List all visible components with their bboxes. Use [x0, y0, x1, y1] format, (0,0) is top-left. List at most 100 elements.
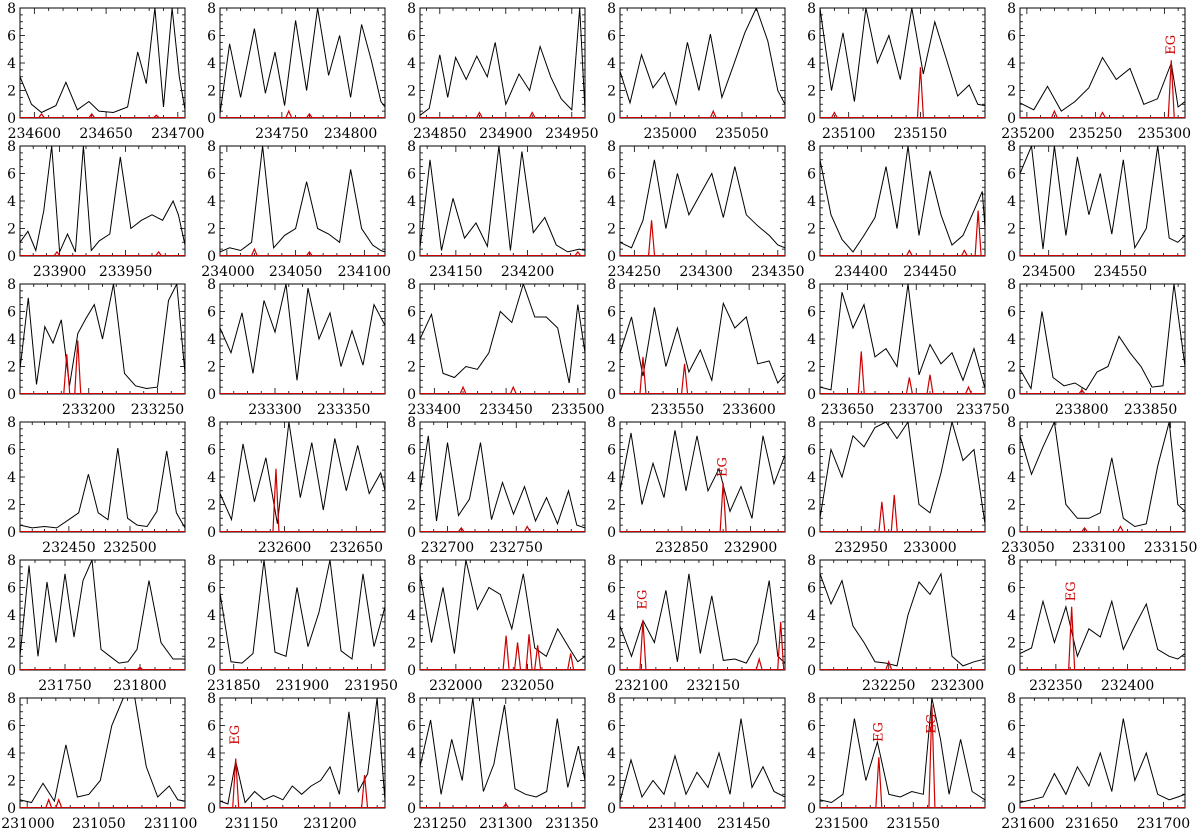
spectrum-panel: 0 2 4 6 8 231400 231450	[600, 690, 800, 832]
panel-svg: 0 2 4 6 8 233900 233950	[7, 139, 186, 280]
y-tick-label: 0	[607, 663, 616, 679]
plot-area	[20, 698, 185, 808]
x-tick-label: 232950	[835, 540, 888, 556]
y-tick-label: 4	[7, 746, 16, 762]
y-tick-label: 2	[7, 360, 16, 376]
plot-area	[220, 284, 385, 394]
y-tick-label: 0	[807, 249, 816, 265]
y-tick-label: 6	[607, 581, 616, 597]
plot-frame	[1019, 7, 1186, 119]
spectrum-panel: 0 2 4 6 8 234500 234550	[1000, 138, 1200, 280]
y-tick-label: 4	[1007, 746, 1016, 762]
x-tick-label: 232350	[1029, 678, 1082, 694]
model-peak	[964, 385, 973, 394]
x-tick-label: 233450	[479, 402, 532, 418]
y-tick-label: 0	[807, 525, 816, 541]
plot-area	[820, 146, 985, 256]
plot-frame	[1019, 697, 1186, 809]
x-tick-label: 231450	[717, 816, 770, 832]
x-tick-label: 232650	[330, 540, 383, 556]
spectrum-panel: 0 2 4 6 8 231000 231050 231100	[0, 690, 200, 832]
observed-spectrum-line	[420, 146, 585, 253]
plot-area	[1020, 146, 1185, 256]
model-peak	[647, 220, 656, 256]
y-tick-label: 4	[207, 470, 216, 486]
y-tick-label: 4	[1007, 56, 1016, 72]
observed-spectrum-line	[220, 146, 385, 253]
y-tick-label: 6	[607, 443, 616, 459]
y-tick-label: 8	[7, 691, 16, 707]
y-tick-label: 6	[7, 305, 16, 321]
y-tick-label: 4	[407, 332, 416, 348]
model-peak	[1078, 388, 1086, 394]
model-peak	[502, 635, 510, 670]
x-tick-label: 233350	[317, 402, 370, 418]
x-tick-label: 233950	[99, 264, 152, 280]
y-tick-label: 8	[1007, 415, 1016, 431]
panel-svg: 0 2 4 6 8 234400 234450	[807, 139, 986, 280]
y-tick-label: 0	[1007, 387, 1016, 403]
y-tick-label: 6	[207, 305, 216, 321]
model-peak	[523, 525, 531, 532]
x-tick-label: 232300	[931, 678, 984, 694]
y-tick-label: 6	[807, 443, 816, 459]
y-tick-label: 8	[407, 139, 416, 155]
panel-svg: 0 2 4 6 8 231850 231900 231950	[207, 553, 398, 694]
y-tick-label: 0	[407, 525, 416, 541]
x-tick-label: 232150	[687, 678, 740, 694]
y-tick-label: 4	[7, 332, 16, 348]
panel-svg: 0 2 4 6 8 231250 231300 231350	[407, 691, 598, 832]
model-peak	[830, 111, 838, 118]
observed-spectrum-line	[420, 435, 585, 529]
y-tick-label: 4	[407, 608, 416, 624]
y-tick-label: 6	[207, 443, 216, 459]
spectrum-panel: 0 2 4 6 8 234250 234300 234350	[600, 138, 804, 280]
plot-frame	[819, 559, 986, 671]
model-peak	[305, 112, 313, 118]
model-peak	[45, 797, 53, 808]
y-tick-label: 4	[407, 194, 416, 210]
model-peak	[719, 482, 727, 532]
y-tick-label: 4	[607, 746, 616, 762]
plot-frame	[19, 7, 186, 119]
y-tick-label: 8	[7, 553, 16, 569]
y-tick-label: 2	[807, 498, 816, 514]
panel-svg: 0 2 4 6 8 232450 232500	[7, 415, 186, 556]
plot-frame	[419, 145, 586, 257]
model-peak	[916, 67, 925, 118]
y-tick-label: 8	[1007, 277, 1016, 293]
panel-svg: 0 2 4 6 8 232350 232400 EG	[1007, 553, 1186, 694]
spectrum-panel: 0 2 4 6 8 235100 235150	[800, 0, 1000, 142]
plot-frame	[19, 559, 186, 671]
spectrum-panel: 0 2 4 6 8 233900 233950	[0, 138, 200, 280]
y-tick-label: 8	[407, 1, 416, 17]
spectrum-panel: 0 2 4 6 8 232450 232500	[0, 414, 200, 556]
x-tick-label: 233200	[62, 402, 115, 418]
x-tick-label: 231850	[207, 678, 260, 694]
x-tick-label: 231900	[276, 678, 329, 694]
y-tick-label: 0	[807, 111, 816, 127]
eg-annotation: EG	[1064, 581, 1079, 601]
y-tick-label: 4	[407, 56, 416, 72]
spectrum-panel: 0 2 4 6 8 233550 233600	[600, 276, 800, 418]
x-tick-label: 231550	[887, 816, 940, 832]
y-tick-label: 4	[207, 56, 216, 72]
y-tick-label: 2	[207, 222, 216, 238]
x-tick-label: 233800	[1055, 402, 1108, 418]
y-tick-label: 0	[1007, 249, 1016, 265]
spectrum-panel: 0 2 4 6 8 231750 231800	[0, 552, 200, 694]
y-tick-label: 0	[607, 111, 616, 127]
y-tick-label: 0	[807, 387, 816, 403]
y-tick-label: 6	[807, 719, 816, 735]
y-tick-label: 6	[607, 719, 616, 735]
plot-frame	[419, 7, 586, 119]
y-tick-label: 8	[207, 553, 216, 569]
y-tick-label: 2	[7, 636, 16, 652]
observed-spectrum-line	[820, 8, 985, 107]
y-tick-label: 8	[1007, 139, 1016, 155]
panel-svg: 0 2 4 6 8 232600 232650	[207, 415, 386, 556]
y-tick-label: 8	[807, 139, 816, 155]
y-tick-label: 2	[807, 222, 816, 238]
y-tick-label: 2	[807, 360, 816, 376]
